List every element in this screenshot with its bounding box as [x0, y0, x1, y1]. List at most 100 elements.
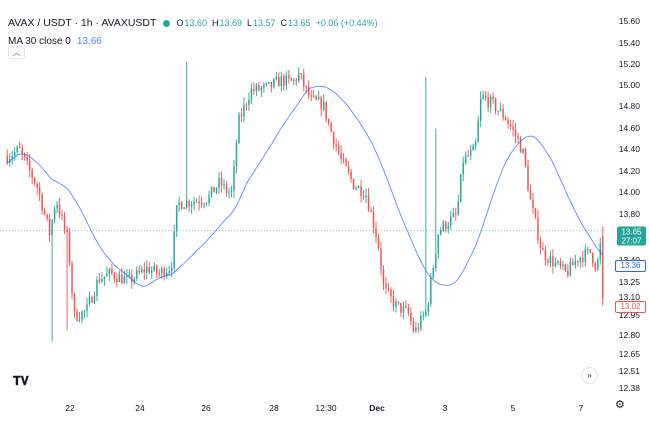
price-tick: 15.40	[618, 38, 640, 48]
candle	[245, 102, 248, 111]
candle	[240, 108, 243, 122]
candle	[422, 311, 425, 321]
candle	[362, 190, 365, 200]
candle	[417, 322, 420, 334]
candle	[315, 95, 317, 101]
ohlc-o: O13.60	[176, 18, 207, 28]
time-scale[interactable]: 22 24 26 28 12:30 Dec 3 5 7	[0, 400, 606, 414]
candle	[554, 257, 557, 268]
collapse-legend-button[interactable]: ︿	[8, 46, 25, 59]
candle	[51, 218, 53, 342]
price-tick: 15.60	[618, 16, 640, 26]
candle	[317, 90, 320, 100]
candle	[258, 82, 260, 92]
candle	[23, 152, 26, 161]
candle	[597, 257, 599, 272]
candle	[504, 115, 507, 121]
candle	[467, 149, 469, 158]
candle	[11, 150, 13, 165]
candle	[300, 72, 303, 80]
candle	[469, 144, 472, 161]
scroll-to-realtime-button[interactable]: »	[581, 367, 598, 384]
price-tick: 12.51	[618, 366, 640, 376]
ohlc-l: L13.57	[246, 18, 276, 28]
candle	[445, 220, 447, 233]
bar-countdown: 27:07	[621, 236, 642, 246]
candle	[255, 82, 258, 97]
candle	[33, 176, 36, 186]
candle	[198, 195, 200, 211]
price-tick: 13.80	[618, 209, 640, 219]
candle	[582, 250, 584, 268]
candle	[178, 196, 180, 212]
candle	[143, 261, 146, 281]
candle	[454, 207, 457, 221]
gear-icon[interactable]: ⚙	[615, 399, 625, 411]
candle	[43, 207, 46, 216]
candle	[165, 267, 168, 279]
last-price-value: 13.65	[621, 227, 642, 237]
candle	[392, 289, 395, 312]
candle	[16, 145, 18, 155]
symbol-title[interactable]: AVAX / USDT · 1h · AVAXUSDT	[8, 17, 157, 29]
candle	[41, 192, 43, 215]
candle	[385, 277, 387, 294]
candle	[86, 297, 88, 318]
ma-indicator-legend[interactable]: MA 30 close 0 13.66	[8, 36, 102, 47]
tradingview-logo-icon[interactable]: 𝐓𝐕	[13, 374, 29, 388]
time-tick: Dec	[369, 403, 385, 413]
candle	[312, 89, 315, 98]
candle	[200, 196, 203, 208]
ma-30-line	[6, 85, 604, 287]
candle	[400, 302, 402, 318]
candle	[106, 266, 108, 277]
ma-indicator-value: 13.66	[76, 36, 102, 47]
candle	[290, 77, 293, 82]
candle	[365, 188, 367, 204]
time-tick: 7	[578, 403, 584, 413]
candle	[512, 119, 514, 137]
candle	[452, 207, 455, 218]
price-tick: 14.60	[618, 123, 640, 133]
candle	[233, 159, 235, 199]
candle	[153, 262, 156, 272]
time-tick: 3	[442, 403, 448, 413]
candle	[472, 143, 474, 151]
candle	[529, 184, 532, 200]
candle	[270, 81, 273, 93]
candle	[116, 272, 118, 288]
candle	[514, 123, 517, 144]
candle	[218, 172, 220, 194]
candle	[342, 152, 345, 164]
price-scale[interactable]: 12.3812.5112.6512.8012.9513.1013.2513.40…	[606, 0, 649, 400]
candle	[205, 202, 208, 206]
candle	[377, 233, 380, 251]
red-price-tag: 13.02	[615, 301, 646, 313]
time-tick: 12:30	[315, 403, 337, 413]
candle	[248, 92, 250, 111]
candle	[210, 186, 213, 198]
candle	[320, 95, 322, 117]
candle	[101, 272, 103, 283]
candle	[542, 242, 544, 251]
candle	[552, 249, 554, 274]
candle	[96, 276, 98, 302]
candle	[482, 91, 484, 101]
candle	[497, 110, 499, 116]
candle	[577, 260, 579, 267]
candle	[457, 194, 459, 217]
candle	[330, 121, 332, 133]
candle	[136, 266, 138, 282]
candle	[260, 86, 263, 97]
candle	[28, 153, 31, 178]
candle	[18, 141, 21, 149]
candle	[479, 91, 482, 128]
candle	[175, 204, 178, 237]
candle	[524, 147, 527, 168]
candle	[93, 291, 96, 305]
candle	[56, 200, 58, 214]
candle	[158, 269, 160, 278]
candle	[91, 295, 93, 303]
